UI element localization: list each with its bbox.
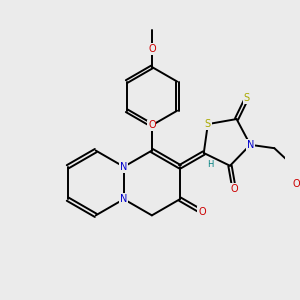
Text: N: N — [247, 140, 254, 150]
Text: O: O — [230, 184, 238, 194]
Text: S: S — [244, 93, 250, 103]
Text: S: S — [205, 119, 211, 129]
Text: N: N — [120, 194, 127, 204]
Text: H: H — [207, 160, 214, 169]
Text: O: O — [148, 44, 156, 54]
Text: O: O — [148, 120, 156, 130]
Text: O: O — [198, 207, 206, 217]
Text: N: N — [120, 162, 127, 172]
Text: O: O — [292, 179, 300, 189]
